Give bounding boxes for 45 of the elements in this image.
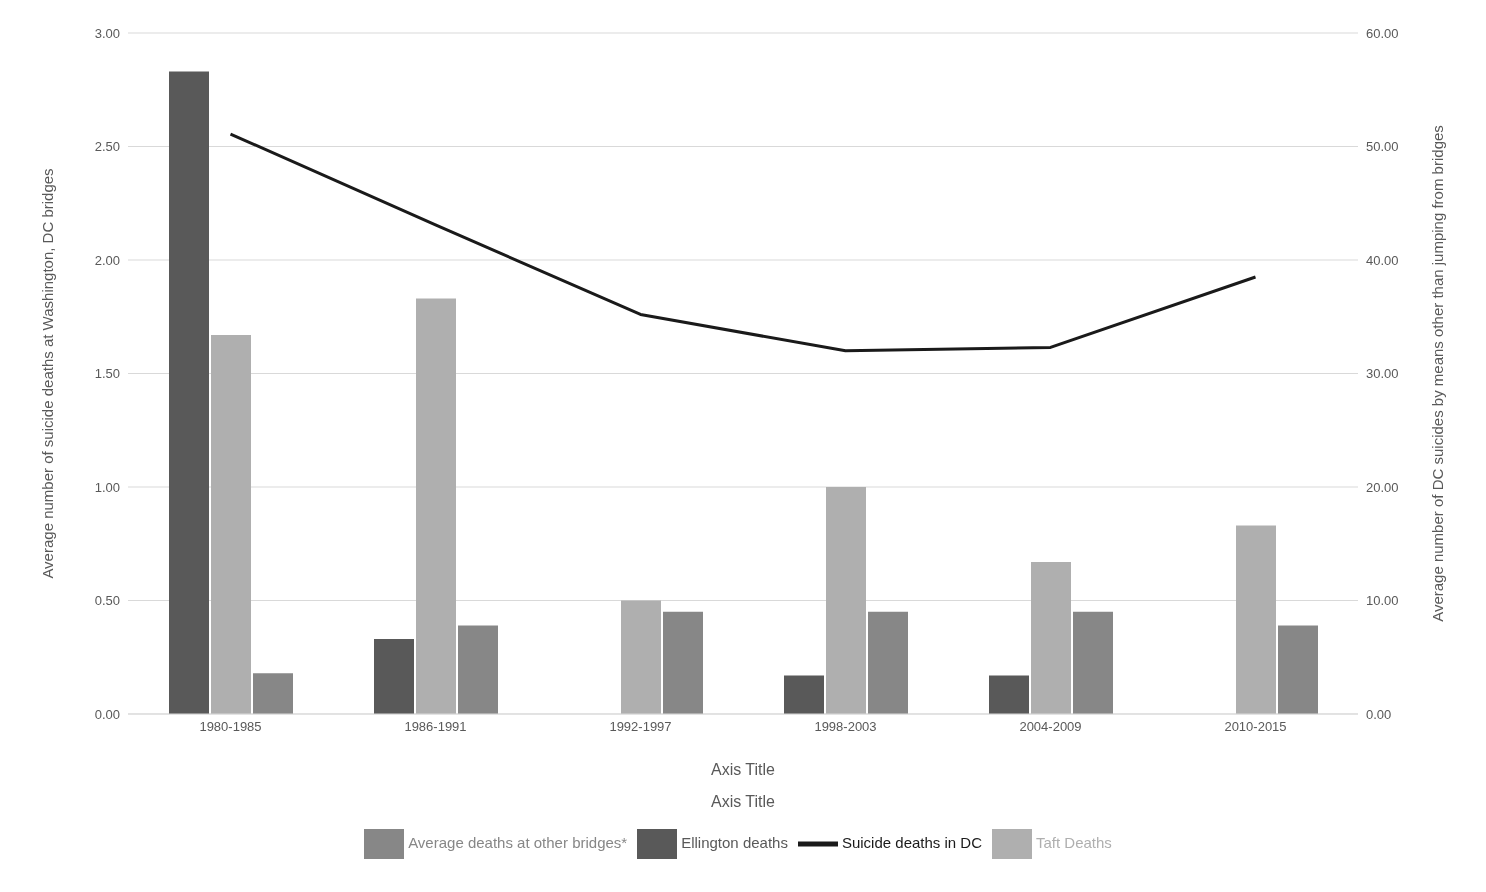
- bar: [211, 334, 251, 714]
- x-tick-label: 1980-1985: [199, 719, 262, 735]
- y-axis-title: Average number of suicide deaths at Washington, DC bridges: [39, 168, 57, 579]
- bar: [1278, 625, 1318, 714]
- bar: [1073, 611, 1113, 714]
- bar: [663, 611, 703, 714]
- y2-tick-label: 30.00: [1366, 366, 1399, 382]
- y2-tick-label: 50.00: [1366, 139, 1399, 155]
- bar: [1031, 561, 1071, 714]
- y2-tick-label: 10.00: [1366, 593, 1399, 609]
- y2-tick-label: 60.00: [1366, 25, 1399, 41]
- y-tick-label: 0.50: [94, 593, 120, 609]
- x-tick-label: 2010-2015: [1224, 719, 1287, 735]
- bar: [169, 71, 209, 714]
- y-tick-label: 0.00: [94, 706, 120, 722]
- y-tick-label: 1.50: [94, 366, 120, 382]
- x-tick-label: 1998-2003: [814, 719, 877, 735]
- x-axis-title: Axis Title: [710, 761, 776, 779]
- x-tick-label: 1986-1991: [404, 719, 467, 735]
- legend-label: Suicide deaths in DC: [841, 833, 982, 851]
- x-tick-label: 2004-2009: [1019, 719, 1082, 735]
- y-tick-label: 1.00: [94, 479, 120, 495]
- bar: [1236, 525, 1276, 714]
- y-tick-label: 2.50: [94, 139, 120, 155]
- y2-tick-label: 40.00: [1366, 252, 1399, 268]
- y2-tick-label: 0.00: [1366, 706, 1392, 722]
- legend-label: Taft Deaths: [1036, 833, 1112, 851]
- x-tick-label: 1992-1997: [609, 719, 672, 735]
- bar: [868, 611, 908, 714]
- bar: [416, 298, 456, 714]
- y-tick-label: 3.00: [94, 25, 120, 41]
- bar: [989, 675, 1029, 714]
- bar: [826, 487, 866, 714]
- line-series: [229, 132, 1257, 353]
- bar: [458, 625, 498, 714]
- bar: [374, 639, 414, 714]
- legend-label: Ellington deaths: [681, 833, 788, 851]
- text: Axis Title: [710, 793, 776, 811]
- bar: [621, 600, 661, 714]
- y2-tick-label: 20.00: [1366, 479, 1399, 495]
- legend-label: Average deaths at other bridges*: [408, 833, 628, 851]
- y2-axis-title: Average number of DC suicides by means other than jumping from bridges: [1429, 125, 1447, 622]
- bar: [253, 673, 293, 714]
- y-tick-label: 2.00: [94, 252, 120, 268]
- bar: [784, 675, 824, 714]
